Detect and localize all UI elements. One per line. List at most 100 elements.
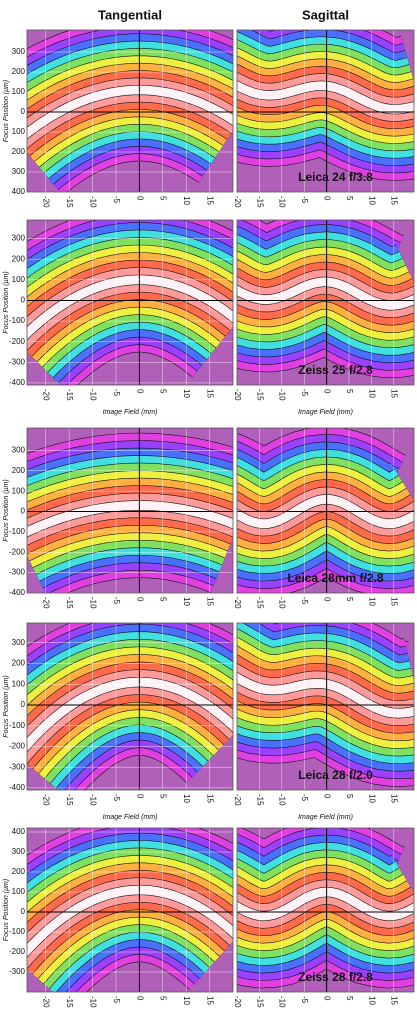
x-tick-label: 10 — [367, 196, 376, 205]
y-tick-label: -100 — [9, 527, 26, 536]
y-tick-label: -300 — [9, 967, 26, 976]
x-tick-label: -15 — [65, 794, 74, 806]
contour-band — [237, 887, 414, 921]
plot-area — [27, 220, 233, 385]
contour-band — [27, 885, 233, 958]
y-tick-label: 200 — [12, 67, 26, 76]
x-tick-label: 0 — [323, 389, 332, 394]
x-tick-label: -15 — [255, 389, 264, 401]
y-tick-label: -100 — [9, 721, 26, 730]
plot-area — [27, 30, 233, 192]
x-tick-label: 5 — [159, 996, 168, 1001]
y-tick-label: -200 — [9, 742, 26, 751]
y-tick-label: -100 — [9, 316, 26, 325]
x-tick-label: -10 — [88, 597, 97, 609]
plot-area — [237, 30, 414, 192]
x-tick-label: 0 — [135, 794, 144, 799]
x-tick-label: 15 — [205, 196, 214, 205]
x-tick-label: -15 — [65, 196, 74, 208]
x-tick-label: 0 — [135, 389, 144, 394]
y-tick-label: 0 — [21, 296, 26, 305]
x-tick-label: -15 — [255, 597, 264, 609]
y-axis-label: Focus Position (µm) — [3, 80, 10, 142]
x-tick-label: -20 — [233, 597, 242, 609]
x-tick-label: -10 — [88, 794, 97, 806]
plot-border — [26, 427, 234, 594]
x-tick-label: 15 — [205, 597, 214, 606]
y-tick-label: 300 — [12, 847, 26, 856]
x-tick-label: -20 — [233, 389, 242, 401]
x-tick-label: 0 — [323, 794, 332, 799]
x-tick-label: 0 — [323, 996, 332, 1001]
y-tick-label: -300 — [9, 357, 26, 366]
x-tick-label: -15 — [255, 996, 264, 1008]
x-tick-label: 0 — [323, 196, 332, 201]
x-tick-label: -15 — [65, 996, 74, 1008]
y-axis-label: Focus Position (µm) — [3, 879, 10, 941]
lens-label: Zeiss 25 f/2.8 — [298, 363, 373, 377]
x-tick-label: 10 — [367, 597, 376, 606]
x-tick-label: 5 — [159, 794, 168, 799]
y-tick-label: -300 — [9, 762, 26, 771]
x-tick-label: 5 — [345, 196, 354, 201]
x-tick-label: -10 — [278, 597, 287, 609]
column-title: Tangential — [98, 7, 162, 22]
y-tick-label: 0 — [21, 107, 26, 116]
x-tick-label: 10 — [182, 597, 191, 606]
x-tick-label: -10 — [278, 996, 287, 1008]
y-tick-label: 300 — [12, 446, 26, 455]
contour-band — [27, 275, 233, 340]
x-tick-label: -5 — [300, 389, 309, 397]
y-axis-label: Focus Position (µm) — [3, 479, 10, 541]
contour-band — [237, 494, 414, 529]
plot-border — [26, 827, 234, 993]
plot-border — [26, 622, 234, 791]
lens-label: Zeiss 28 f/2.8 — [298, 970, 373, 984]
x-tick-label: -20 — [233, 794, 242, 806]
plot-border — [26, 219, 234, 386]
y-tick-label: 400 — [12, 827, 26, 836]
x-tick-label: -20 — [233, 196, 242, 208]
x-tick-label: 15 — [390, 996, 399, 1005]
y-tick-label: 100 — [12, 887, 26, 896]
plot-border — [26, 29, 234, 193]
x-tick-label: 15 — [390, 389, 399, 398]
x-axis-label: Image Field (mm) — [298, 814, 353, 821]
x-tick-label: -10 — [88, 996, 97, 1008]
plot-border — [236, 29, 415, 193]
x-tick-label: -5 — [112, 996, 121, 1004]
x-tick-label: 10 — [367, 389, 376, 398]
plot-border — [236, 427, 415, 594]
x-tick-label: -5 — [112, 794, 121, 802]
y-tick-label: 200 — [12, 659, 26, 668]
y-tick-label: -200 — [9, 547, 26, 556]
y-tick-label: 300 — [12, 47, 26, 56]
y-tick-label: 200 — [12, 867, 26, 876]
x-tick-label: 10 — [182, 389, 191, 398]
x-tick-label: 15 — [390, 597, 399, 606]
y-tick-label: 100 — [12, 275, 26, 284]
x-tick-label: 15 — [390, 794, 399, 803]
x-tick-label: 0 — [135, 996, 144, 1001]
y-tick-label: 100 — [12, 679, 26, 688]
plot-area — [237, 623, 414, 790]
plot-area — [27, 623, 233, 790]
x-tick-label: -10 — [278, 196, 287, 208]
y-tick-label: 200 — [12, 147, 26, 156]
x-tick-label: 0 — [135, 196, 144, 201]
x-tick-label: 5 — [159, 196, 168, 201]
x-tick-label: -5 — [300, 996, 309, 1004]
lens-label: Leica 28 f/2.0 — [298, 768, 373, 782]
x-tick-label: 5 — [345, 389, 354, 394]
contour-band — [237, 672, 414, 718]
x-tick-label: -20 — [42, 196, 51, 208]
y-tick-label: -400 — [9, 783, 26, 792]
x-tick-label: 15 — [390, 196, 399, 205]
contour-band — [27, 85, 233, 139]
contour-band — [27, 500, 233, 537]
x-tick-label: -10 — [278, 794, 287, 806]
x-tick-label: 5 — [159, 389, 168, 394]
y-tick-label: -200 — [9, 337, 26, 346]
y-tick-label: -400 — [9, 588, 26, 597]
